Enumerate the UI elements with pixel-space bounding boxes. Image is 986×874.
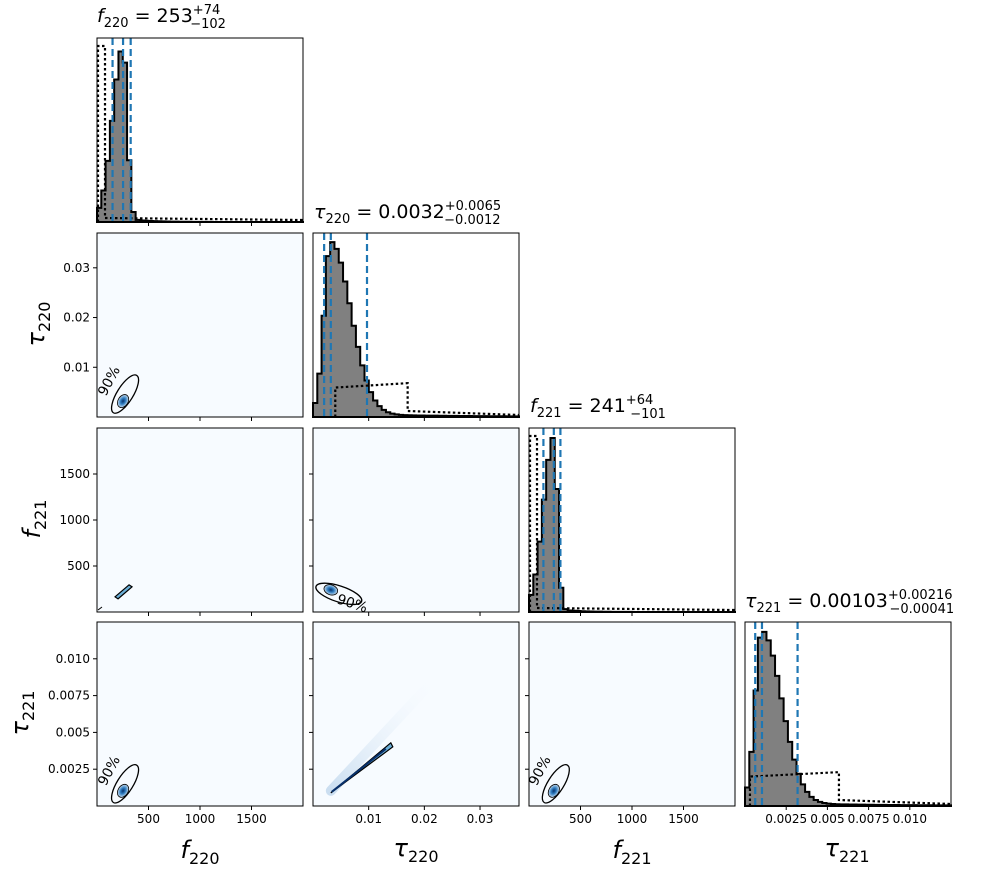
title-tau220: τ220 = 0.0032+0.0065 −0.0012	[314, 199, 501, 228]
title-tau221-value: 0.00103	[809, 590, 888, 612]
kde-panel-3-2: 90%	[526, 621, 736, 807]
kde-contour-2-0	[114, 584, 134, 600]
title-tau220-symbol: τ	[314, 201, 326, 223]
title-tau221-minus: −0.00041	[890, 602, 955, 617]
title-f220: f220 = 253+74 −102	[97, 3, 226, 32]
kde-core-3-1	[331, 748, 387, 793]
kde-core-3-2	[547, 783, 560, 798]
title-tau221-sub: 221	[756, 601, 781, 616]
xtick-label-220-2: 1500	[236, 812, 267, 826]
ytick-label-221-1: 0.005	[56, 725, 90, 739]
kde-edge-2-0	[97, 606, 103, 611]
xtick-label-221-3: 0.010	[893, 812, 927, 826]
xtick-label-220-1: 0.02	[411, 812, 438, 826]
prior-line-0	[96, 44, 304, 222]
title-f221-sub: 221	[537, 406, 562, 421]
title-tau221-plus: +0.00216	[888, 588, 953, 603]
xtick-label-221-1: 1000	[617, 812, 648, 826]
xtick-label-221-2: 1500	[668, 812, 699, 826]
ytick-label-221-0: 500	[67, 559, 90, 573]
title-tau220-minus: −0.0012	[444, 213, 500, 228]
xtick-label-220-2: 0.03	[467, 812, 494, 826]
hist-bg-2	[529, 428, 735, 612]
ylabel-tau221: τ221	[6, 691, 38, 736]
kde-panel-2-0	[96, 427, 304, 613]
xlabel-tau220: τ220	[394, 834, 439, 866]
kde-bg-2-1	[313, 428, 519, 612]
hist-panel-0	[96, 37, 304, 223]
ytick-label-221-1: 1000	[59, 513, 90, 527]
kde-contour-3-2	[541, 764, 570, 804]
xlabel-tau221: τ221	[825, 834, 870, 866]
hist-frame-3	[744, 621, 952, 807]
kde-contour-1-0	[110, 374, 140, 414]
ytick-label-220-1: 0.02	[63, 311, 90, 325]
xtick-label-221-0: 500	[569, 812, 592, 826]
xtick-label-221-0: 0.0025	[765, 812, 807, 826]
title-tau221: τ221 = 0.00103+0.00216 −0.00041	[745, 588, 954, 617]
kde-core-3-0	[117, 783, 130, 798]
xtick-label-221-2: 0.0075	[848, 812, 890, 826]
hist-panel-2	[528, 427, 736, 613]
title-tau220-value: 0.0032	[378, 201, 444, 223]
ylabel-tau220: τ220	[22, 302, 54, 347]
title-tau221-symbol: τ	[745, 590, 757, 612]
title-tau220-plus: +0.0065	[445, 199, 501, 214]
xtick-label-221-1: 0.005	[810, 812, 844, 826]
title-f221-minus: −101	[630, 407, 666, 422]
xlabel-f220: f220	[181, 836, 220, 868]
ytick-label-221-0: 0.0025	[48, 762, 90, 776]
kde-ridge-3-1	[325, 672, 442, 796]
hist-panel-3	[744, 621, 952, 807]
title-f220-minus: −102	[190, 17, 226, 32]
kde-frame-3-1	[312, 621, 520, 807]
posterior-hist-1	[312, 241, 520, 418]
kde-panel-3-0: 90%	[95, 621, 304, 807]
title-f220-sub: 220	[104, 16, 129, 31]
title-f220-plus: +74	[193, 3, 220, 18]
xlabel-f221: f221	[613, 836, 652, 868]
title-f220-value: 253	[157, 5, 193, 27]
kde-contour-3-0	[110, 764, 140, 804]
kde-bg-2-0	[97, 428, 303, 612]
kde-bg-1-0	[97, 233, 303, 417]
kde-panel-3-1	[312, 621, 520, 807]
prior-line-1	[334, 381, 520, 417]
xtick-label-220-0: 500	[137, 812, 160, 826]
title-f221: f221 = 241+64 −101	[530, 393, 666, 422]
hist-frame-1	[312, 232, 520, 418]
ytick-label-220-0: 0.01	[63, 360, 90, 374]
posterior-hist-3	[744, 630, 952, 807]
xtick-label-220-0: 0.01	[355, 812, 382, 826]
kde-bg-3-2	[529, 622, 735, 806]
title-f221-plus: +64	[626, 393, 653, 408]
kde-bg-3-0	[97, 622, 303, 806]
ytick-label-221-3: 0.010	[56, 652, 90, 666]
kde-core-1-0	[117, 394, 130, 408]
kde-contour-2-1	[315, 582, 363, 606]
xtick-label-220-1: 1000	[185, 812, 216, 826]
ytick-label-220-2: 0.03	[63, 261, 90, 275]
title-f221-value: 241	[590, 395, 626, 417]
ytick-label-221-2: 1500	[59, 467, 90, 481]
hist-panel-1	[312, 232, 520, 418]
title-tau220-sub: 220	[325, 212, 350, 227]
ylabel-f221: f221	[18, 500, 50, 539]
prior-line-2	[528, 434, 736, 612]
kde-panel-2-1: 90%	[312, 427, 520, 616]
kde-core-2-1	[323, 584, 339, 596]
kde-panel-1-0: 90%	[95, 232, 304, 418]
ytick-label-221-2: 0.0075	[48, 689, 90, 703]
